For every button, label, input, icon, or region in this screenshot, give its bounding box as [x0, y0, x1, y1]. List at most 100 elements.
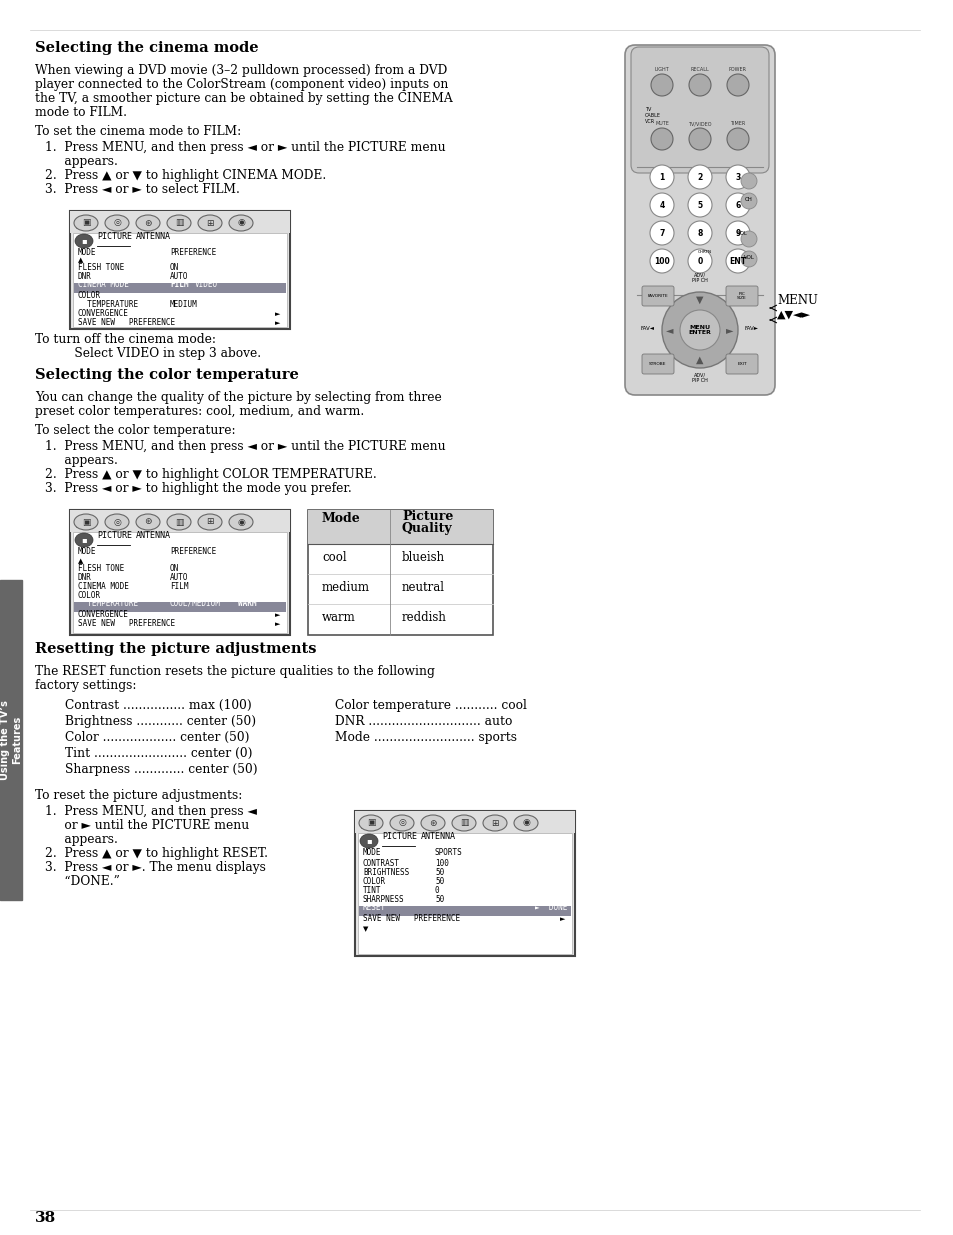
- Text: AUTO: AUTO: [170, 573, 189, 582]
- Text: ON: ON: [170, 263, 179, 272]
- Text: DNR: DNR: [78, 573, 91, 582]
- Text: appears.: appears.: [45, 156, 118, 168]
- Text: FILM: FILM: [170, 280, 189, 289]
- Text: 3.  Press ◄ or ► to select FILM.: 3. Press ◄ or ► to select FILM.: [45, 183, 239, 196]
- Text: ⬜: ⬜: [359, 818, 366, 827]
- Text: VOL: VOL: [742, 254, 754, 261]
- Text: ⬤: ⬤: [106, 517, 116, 527]
- Text: ANTENNA: ANTENNA: [136, 531, 171, 540]
- Bar: [74, 601, 286, 613]
- Ellipse shape: [136, 215, 160, 231]
- Text: 2.  Press ▲ or ▼ to highlight RESET.: 2. Press ▲ or ▼ to highlight RESET.: [45, 847, 268, 860]
- Ellipse shape: [198, 514, 222, 530]
- Text: ►: ►: [274, 311, 280, 317]
- Text: FLESH TONE: FLESH TONE: [78, 564, 124, 573]
- Circle shape: [725, 221, 749, 245]
- Text: ▥: ▥: [174, 517, 183, 526]
- Text: TV/VIDEO: TV/VIDEO: [687, 121, 711, 126]
- Bar: [74, 283, 286, 293]
- Ellipse shape: [452, 815, 476, 831]
- Text: ►: ►: [274, 320, 280, 326]
- Text: Using the TV’s
Features: Using the TV’s Features: [0, 700, 22, 781]
- Text: ⬤: ⬤: [237, 517, 248, 527]
- Text: medium: medium: [322, 580, 370, 594]
- Text: 3: 3: [735, 173, 740, 182]
- Text: 2.  Press ▲ or ▼ to highlight CINEMA MODE.: 2. Press ▲ or ▼ to highlight CINEMA MODE…: [45, 169, 326, 182]
- Text: 50: 50: [435, 868, 444, 877]
- Circle shape: [688, 128, 710, 149]
- Text: ⬤: ⬤: [237, 217, 248, 228]
- Ellipse shape: [514, 815, 537, 831]
- Text: Selecting the color temperature: Selecting the color temperature: [35, 368, 298, 382]
- Text: ▲▼◄►: ▲▼◄►: [776, 310, 810, 320]
- Bar: [308, 510, 493, 543]
- Text: RESET: RESET: [363, 903, 386, 911]
- Circle shape: [726, 128, 748, 149]
- Text: ►: ►: [725, 325, 733, 335]
- Text: SAVE NEW   PREFERENCE: SAVE NEW PREFERENCE: [363, 914, 459, 923]
- Text: ◎: ◎: [397, 819, 406, 827]
- Text: 9: 9: [735, 228, 740, 237]
- Text: ADV/
PIP CH: ADV/ PIP CH: [691, 272, 707, 283]
- Text: factory settings:: factory settings:: [35, 679, 136, 692]
- Text: TEMPERATURE: TEMPERATURE: [78, 599, 138, 608]
- Text: ►: ►: [274, 621, 280, 627]
- Text: neutral: neutral: [401, 580, 444, 594]
- Text: ◄: ◄: [665, 325, 673, 335]
- Bar: [0, 580, 22, 900]
- Text: SPORTS: SPORTS: [435, 848, 462, 857]
- Text: “DONE.”: “DONE.”: [45, 876, 120, 888]
- Text: Color temperature ........... cool: Color temperature ........... cool: [335, 699, 526, 713]
- Bar: [70, 510, 290, 532]
- Ellipse shape: [167, 215, 191, 231]
- Text: ⬤: ⬤: [172, 517, 182, 527]
- Text: DNR: DNR: [78, 272, 91, 282]
- Ellipse shape: [229, 215, 253, 231]
- Text: Resetting the picture adjustments: Resetting the picture adjustments: [35, 642, 316, 656]
- Text: ⬜: ⬜: [426, 818, 432, 827]
- Text: Quality: Quality: [401, 522, 452, 535]
- Text: 38: 38: [35, 1212, 56, 1225]
- Text: 3.  Press ◄ or ► to highlight the mode you prefer.: 3. Press ◄ or ► to highlight the mode yo…: [45, 482, 352, 495]
- Text: ▼: ▼: [363, 926, 368, 932]
- Text: ►: ►: [559, 916, 565, 923]
- Text: ▼: ▼: [696, 295, 703, 305]
- Text: preset color temperatures: cool, medium, and warm.: preset color temperatures: cool, medium,…: [35, 405, 364, 417]
- Text: CINEMA MODE: CINEMA MODE: [78, 582, 129, 592]
- Text: MUTE: MUTE: [655, 121, 668, 126]
- Text: ⬤: ⬤: [106, 217, 116, 228]
- Circle shape: [740, 193, 757, 209]
- Text: ⊞: ⊞: [206, 219, 213, 227]
- Text: TINT: TINT: [363, 885, 381, 895]
- Text: CONVERGENCE: CONVERGENCE: [78, 309, 129, 317]
- Circle shape: [688, 74, 710, 96]
- Circle shape: [725, 193, 749, 217]
- Text: PREFERENCE: PREFERENCE: [170, 248, 216, 257]
- Text: ▥: ▥: [174, 219, 183, 227]
- Ellipse shape: [75, 233, 92, 248]
- Text: reddish: reddish: [401, 611, 446, 624]
- Text: POWER: POWER: [728, 67, 746, 72]
- Ellipse shape: [167, 514, 191, 530]
- Text: SHARPNESS: SHARPNESS: [363, 895, 404, 904]
- Text: CONVERGENCE: CONVERGENCE: [78, 610, 129, 619]
- Text: 50: 50: [435, 895, 444, 904]
- Text: STROBE: STROBE: [649, 362, 666, 366]
- Text: ▣: ▣: [82, 517, 91, 526]
- Text: 100: 100: [435, 860, 449, 868]
- Text: ▥: ▥: [459, 819, 468, 827]
- Text: the TV, a smoother picture can be obtained by setting the CINEMA: the TV, a smoother picture can be obtain…: [35, 91, 453, 105]
- Text: Selecting the cinema mode: Selecting the cinema mode: [35, 41, 258, 56]
- Text: ⬤: ⬤: [390, 818, 401, 829]
- Text: When viewing a DVD movie (3–2 pulldown processed) from a DVD: When viewing a DVD movie (3–2 pulldown p…: [35, 64, 447, 77]
- Text: 3.  Press ◄ or ►. The menu displays: 3. Press ◄ or ►. The menu displays: [45, 861, 266, 874]
- Text: Picture: Picture: [401, 510, 453, 522]
- Text: FAV◄: FAV◄: [640, 326, 655, 331]
- Text: Contrast ................ max (100): Contrast ................ max (100): [65, 699, 252, 713]
- Bar: [73, 233, 287, 327]
- Text: To reset the picture adjustments:: To reset the picture adjustments:: [35, 789, 242, 802]
- Circle shape: [649, 221, 673, 245]
- Text: ⬤: ⬤: [456, 818, 467, 829]
- Text: ▲: ▲: [78, 558, 83, 564]
- Circle shape: [687, 249, 711, 273]
